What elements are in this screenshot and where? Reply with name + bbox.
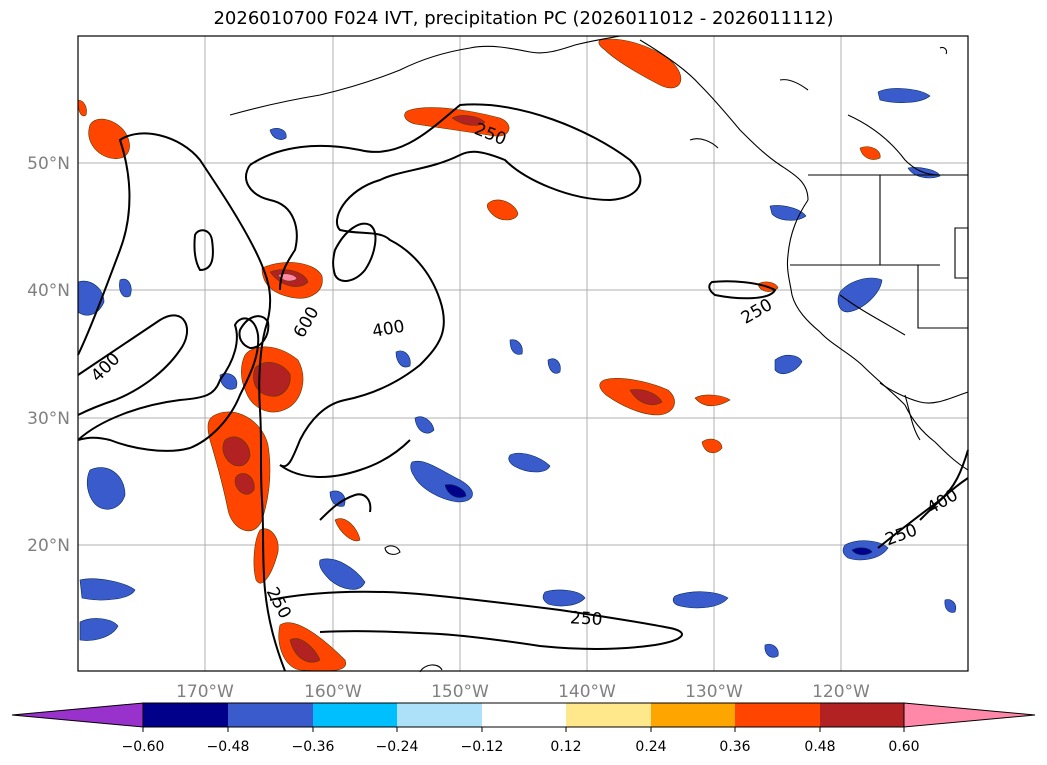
colorbar-bin bbox=[566, 703, 651, 727]
colorbar-tick-label: −0.48 bbox=[207, 739, 250, 755]
colorbar-bin bbox=[313, 703, 397, 727]
lat-label: 20°N bbox=[27, 536, 70, 556]
colorbar-tick-label: 0.24 bbox=[635, 739, 666, 755]
colorbar-tick-label: 0.12 bbox=[550, 739, 581, 755]
colorbar-tick-label: −0.60 bbox=[122, 739, 165, 755]
colorbar: −0.60 −0.48 −0.36 −0.24 −0.12 0.12 0.24 … bbox=[11, 702, 1036, 755]
lon-label: 160°W bbox=[304, 682, 362, 702]
colorbar-bin bbox=[820, 703, 904, 727]
lon-label: 170°W bbox=[176, 682, 234, 702]
contour-label: 250 bbox=[570, 608, 603, 630]
lon-label: 130°W bbox=[685, 682, 743, 702]
colorbar-bin bbox=[482, 703, 566, 727]
coastlines bbox=[229, 35, 969, 673]
lon-label: 150°W bbox=[431, 682, 489, 702]
map-title: 2026010700 F024 IVT, precipitation PC (2… bbox=[213, 8, 834, 29]
latitude-labels: 50°N 40°N 30°N 20°N bbox=[27, 154, 70, 556]
colorbar-bin bbox=[735, 703, 820, 727]
colorbar-tick-label: −0.24 bbox=[376, 739, 419, 755]
ivt-contours bbox=[77, 103, 969, 672]
longitude-labels: 170°W 160°W 150°W 140°W 130°W 120°W bbox=[176, 682, 870, 702]
lat-label: 30°N bbox=[27, 409, 70, 429]
colorbar-tick-label: 0.60 bbox=[888, 739, 919, 755]
colorbar-tick-label: −0.12 bbox=[461, 739, 504, 755]
colorbar-low-extension bbox=[11, 702, 144, 728]
lon-label: 120°W bbox=[812, 682, 870, 702]
colorbar-tick-label: 0.48 bbox=[804, 739, 835, 755]
colorbar-bin bbox=[397, 703, 482, 727]
precip-positive-patches bbox=[77, 38, 881, 672]
map-panel: 250 250 250 250 250 400 400 400 600 bbox=[77, 35, 969, 673]
colorbar-bin bbox=[143, 703, 228, 727]
colorbar-bin bbox=[228, 703, 313, 727]
colorbar-bin bbox=[651, 703, 735, 727]
precip-negative-patches bbox=[77, 88, 957, 658]
colorbar-high-extension bbox=[903, 702, 1036, 728]
lat-label: 40°N bbox=[27, 281, 70, 301]
lon-label: 140°W bbox=[558, 682, 616, 702]
colorbar-tick-label: −0.36 bbox=[292, 739, 335, 755]
colorbar-tick-label: 0.36 bbox=[719, 739, 750, 755]
lat-label: 50°N bbox=[27, 154, 70, 174]
